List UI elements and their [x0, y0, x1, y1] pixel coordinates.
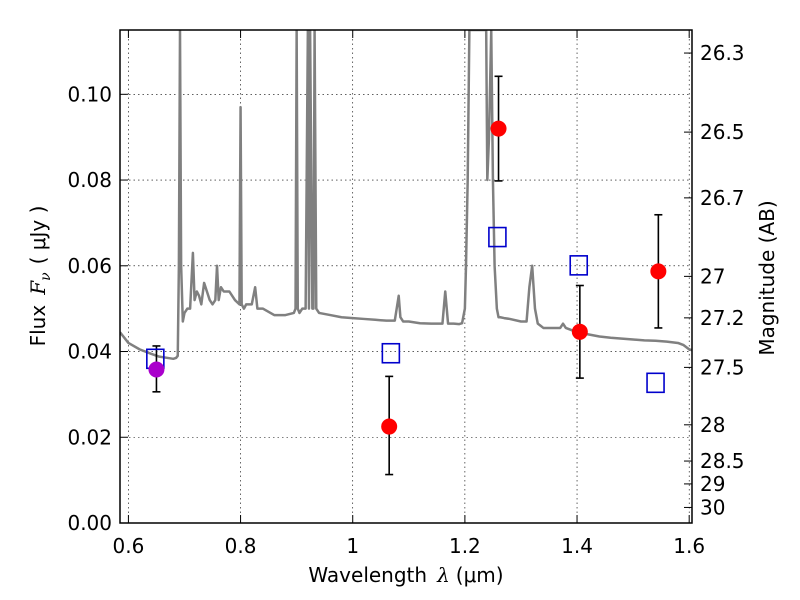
x-label-symbol: λ — [436, 563, 450, 587]
y2-tick-label: 27.5 — [700, 355, 745, 379]
y2-tick-label: 28 — [700, 413, 725, 437]
y2-tick-label: 26.7 — [700, 186, 745, 210]
y-axis-label: Flux Fν ( μJy ) — [26, 206, 54, 347]
y-tick-label: 0.08 — [67, 168, 112, 192]
markers — [146, 120, 667, 435]
y-label-subscript: ν — [38, 272, 54, 281]
x-axis-label: Wavelength λ (μm) — [308, 563, 503, 587]
model-photometry-square — [488, 226, 507, 248]
photometry-point — [571, 323, 588, 340]
x-tick-label: 1.4 — [561, 534, 593, 558]
model-photometry-square — [381, 342, 401, 364]
photometry-point — [381, 418, 398, 435]
y-tick-label: 0.06 — [67, 254, 112, 278]
y-label-units: ( μJy ) — [26, 206, 50, 265]
y2-tick-label: 26.3 — [700, 41, 745, 65]
x-label-prefix: Wavelength — [308, 563, 427, 587]
model-photometry-square — [646, 372, 665, 394]
x-tick-label: 0.8 — [225, 534, 257, 558]
model-spectrum-line — [120, 30, 692, 361]
photometry-point — [490, 120, 507, 137]
y2-tick-label: 28.5 — [700, 449, 745, 473]
photometry-point — [148, 361, 165, 378]
y2-tick-label: 27 — [700, 264, 725, 288]
ticks — [120, 30, 692, 524]
y-label-symbol: F — [26, 280, 50, 296]
y2-tick-label: 27.2 — [700, 306, 745, 330]
x-tick-label: 0.6 — [113, 534, 145, 558]
y-tick-label: 0.02 — [67, 425, 112, 449]
x-label-units: (μm) — [456, 563, 504, 587]
y-tick-label: 0.10 — [67, 82, 112, 106]
x-tick-label: 1.2 — [449, 534, 481, 558]
y2-axis-label: Magnitude (AB) — [755, 200, 779, 355]
y2-tick-label: 30 — [700, 495, 725, 519]
y-tick-label: 0.00 — [67, 511, 112, 535]
model-photometry-square — [569, 255, 589, 276]
y-tick-label: 0.04 — [67, 340, 112, 364]
x-tick-label: 1.6 — [673, 534, 705, 558]
plot-area — [120, 30, 692, 361]
photometry-point — [650, 263, 667, 280]
tick-labels: 0.6 0.8 1 1.2 1.4 1.6 0.00 0.02 0.04 0.06 0.08 0.10… — [67, 41, 744, 558]
plot-background — [120, 30, 692, 523]
y2-tick-label: 29 — [700, 472, 725, 496]
y-label-prefix: Flux — [26, 305, 50, 347]
x-tick-label: 1 — [346, 534, 359, 558]
y2-tick-label: 26.5 — [700, 120, 745, 144]
